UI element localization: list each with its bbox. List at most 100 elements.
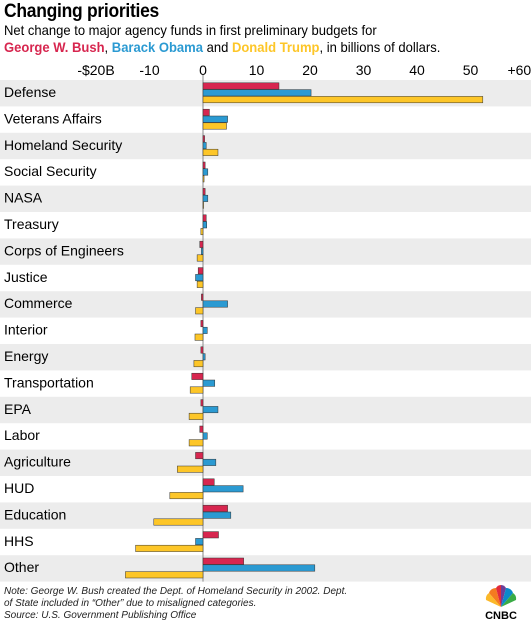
category-label: Commerce — [4, 295, 73, 311]
x-tick-label: 40 — [409, 62, 425, 78]
category-label: Veterans Affairs — [4, 110, 102, 126]
bar-george-w-bush — [200, 346, 204, 354]
bar-barack-obama — [202, 353, 206, 361]
bar-barack-obama — [202, 89, 312, 97]
bar-george-w-bush — [202, 478, 215, 486]
bar-george-w-bush — [200, 399, 204, 407]
bar-george-w-bush — [202, 557, 244, 565]
bar-donald-trump — [202, 122, 227, 130]
subtitle-sep: , — [104, 39, 112, 55]
chart-subtitle: Net change to major agency funds in firs… — [4, 22, 440, 56]
category-label: Defense — [4, 84, 56, 100]
subtitle-and: and — [202, 39, 232, 55]
bar-george-w-bush — [202, 531, 219, 539]
bar-barack-obama — [202, 194, 209, 202]
bar-george-w-bush — [202, 135, 205, 143]
bar-george-w-bush — [202, 108, 210, 116]
bar-george-w-bush — [191, 372, 204, 380]
x-tick-label: 10 — [249, 62, 265, 78]
category-label: HUD — [4, 480, 34, 496]
legend-bush: George W. Bush — [4, 39, 105, 55]
category-label: Energy — [4, 348, 48, 364]
bar-barack-obama — [202, 168, 209, 176]
logo-text: CNBC — [485, 610, 517, 621]
category-label: Agriculture — [4, 454, 71, 470]
category-label: Labor — [4, 427, 40, 443]
row-stripe — [0, 344, 531, 371]
bar-george-w-bush — [199, 240, 204, 248]
bar-chart: -$20B -10 0 10 20 30 40 50 +60B Defense Veterans A… — [0, 62, 531, 582]
category-label: HHS — [4, 533, 34, 549]
bar-donald-trump — [196, 280, 204, 288]
category-label: Homeland Security — [4, 137, 122, 153]
bar-donald-trump — [189, 386, 204, 394]
bar-donald-trump — [202, 175, 205, 183]
bar-donald-trump — [202, 201, 204, 209]
bar-donald-trump — [195, 307, 204, 315]
subtitle-tail: , in billions of dollars. — [319, 39, 441, 55]
bar-barack-obama — [202, 432, 208, 440]
bar-barack-obama — [202, 511, 232, 519]
legend-obama: Barack Obama — [111, 39, 203, 55]
bar-donald-trump — [194, 333, 204, 341]
bar-donald-trump — [188, 439, 204, 447]
cnbc-logo: CNBC — [485, 585, 517, 621]
row-stripe — [0, 291, 531, 318]
row-stripe — [0, 185, 531, 212]
category-label: Social Security — [4, 163, 97, 179]
subtitle-line2: George W. Bush, Barack Obama and Donald … — [4, 39, 440, 56]
bar-donald-trump — [202, 148, 219, 156]
bar-barack-obama — [195, 538, 204, 546]
bar-george-w-bush — [201, 293, 204, 301]
row-stripe — [0, 449, 531, 476]
bar-donald-trump — [193, 360, 204, 368]
bar-george-w-bush — [202, 161, 206, 169]
category-label: Education — [4, 506, 66, 522]
note-line2: of State included in “Other” due to misa… — [4, 598, 257, 609]
bar-barack-obama — [202, 221, 207, 229]
bar-barack-obama — [195, 274, 204, 282]
bar-barack-obama — [202, 115, 228, 123]
row-stripe — [0, 502, 531, 529]
category-label: Treasury — [4, 216, 59, 232]
note-source: Source: U.S. Government Publishing Offic… — [4, 610, 197, 621]
bar-george-w-bush — [202, 188, 206, 196]
chart-title: Changing priorities — [4, 1, 160, 22]
bar-donald-trump — [135, 544, 204, 552]
x-tick-label: -$20B — [77, 62, 114, 78]
subtitle-line1: Net change to major agency funds in firs… — [4, 22, 377, 38]
row-stripe — [0, 396, 531, 424]
bar-donald-trump — [202, 96, 484, 104]
bar-donald-trump — [125, 571, 204, 579]
chart-note: Note: George W. Bush created the Dept. o… — [4, 586, 424, 622]
category-label: Transportation — [4, 374, 94, 390]
x-tick-label: 50 — [463, 62, 479, 78]
bar-donald-trump — [200, 228, 204, 236]
x-tick-label: 20 — [302, 62, 318, 78]
bar-donald-trump — [196, 254, 204, 262]
bar-donald-trump — [169, 492, 204, 500]
bar-barack-obama — [202, 142, 207, 150]
bar-barack-obama — [201, 247, 204, 255]
bar-donald-trump — [177, 465, 204, 473]
category-label: Interior — [4, 322, 48, 338]
bar-barack-obama — [202, 406, 219, 414]
x-tick-label: 30 — [356, 62, 372, 78]
bar-george-w-bush — [195, 452, 204, 460]
x-tick-label: -10 — [139, 62, 159, 78]
category-label: Corps of Engineers — [4, 242, 124, 258]
legend-trump: Donald Trump — [231, 39, 320, 55]
row-stripe — [0, 238, 531, 265]
bar-barack-obama — [202, 326, 208, 334]
category-label: NASA — [4, 190, 43, 206]
bar-george-w-bush — [197, 267, 204, 275]
bar-donald-trump — [188, 412, 204, 420]
bar-george-w-bush — [202, 504, 228, 512]
category-label: EPA — [4, 401, 32, 417]
bar-barack-obama — [202, 379, 216, 387]
x-tick-label: +60B — [507, 62, 531, 78]
bar-george-w-bush — [202, 82, 280, 90]
note-line1: Note: George W. Bush created the Dept. o… — [4, 586, 348, 597]
row-stripe — [0, 132, 531, 160]
